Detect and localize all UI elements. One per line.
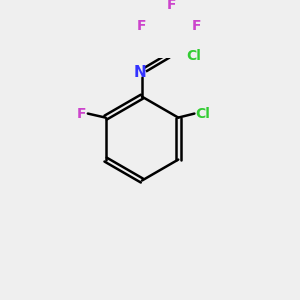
Text: F: F [167, 0, 176, 12]
Text: Cl: Cl [195, 106, 210, 121]
Text: F: F [192, 20, 202, 33]
Text: N: N [133, 65, 146, 80]
Text: F: F [136, 20, 146, 33]
Text: F: F [77, 106, 86, 121]
Text: Cl: Cl [186, 49, 201, 63]
